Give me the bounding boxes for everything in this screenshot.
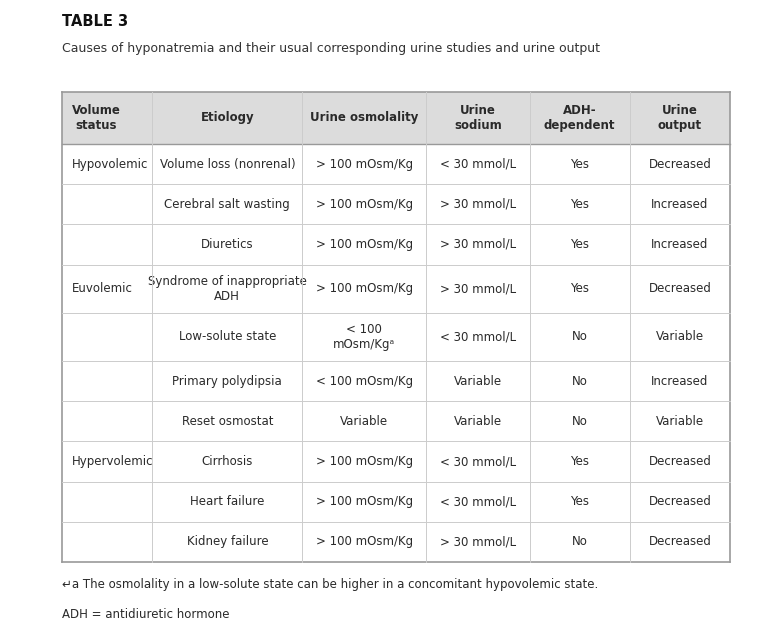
Text: > 30 mmol/L: > 30 mmol/L <box>440 198 516 211</box>
Text: Cerebral salt wasting: Cerebral salt wasting <box>165 198 290 211</box>
Text: Decreased: Decreased <box>648 455 711 468</box>
Text: < 100
mOsm/Kgᵃ: < 100 mOsm/Kgᵃ <box>333 323 395 351</box>
Bar <box>62 401 730 441</box>
Text: Variable: Variable <box>454 415 502 428</box>
Text: Yes: Yes <box>570 198 589 211</box>
Text: ADH = antidiuretic hormone: ADH = antidiuretic hormone <box>62 608 229 621</box>
Text: > 100 mOsm/Kg: > 100 mOsm/Kg <box>316 238 413 251</box>
Text: < 30 mmol/L: < 30 mmol/L <box>440 455 516 468</box>
Text: Etiology: Etiology <box>200 112 254 124</box>
Text: Causes of hyponatremia and their usual corresponding urine studies and urine out: Causes of hyponatremia and their usual c… <box>62 42 600 55</box>
Text: Urine
sodium: Urine sodium <box>454 104 502 132</box>
Text: > 100 mOsm/Kg: > 100 mOsm/Kg <box>316 198 413 211</box>
Text: > 100 mOsm/Kg: > 100 mOsm/Kg <box>316 282 413 295</box>
Text: Variable: Variable <box>340 415 388 428</box>
Text: < 30 mmol/L: < 30 mmol/L <box>440 330 516 343</box>
Text: > 100 mOsm/Kg: > 100 mOsm/Kg <box>316 158 413 170</box>
Text: Cirrhosis: Cirrhosis <box>202 455 253 468</box>
Text: Yes: Yes <box>570 282 589 295</box>
Text: Diuretics: Diuretics <box>201 238 254 251</box>
Text: > 30 mmol/L: > 30 mmol/L <box>440 535 516 549</box>
Text: Kidney failure: Kidney failure <box>186 535 268 549</box>
Text: > 100 mOsm/Kg: > 100 mOsm/Kg <box>316 535 413 549</box>
Bar <box>62 361 730 401</box>
Text: > 30 mmol/L: > 30 mmol/L <box>440 282 516 295</box>
Bar <box>62 144 730 184</box>
Text: Reset osmostat: Reset osmostat <box>182 415 273 428</box>
Text: TABLE 3: TABLE 3 <box>62 14 128 29</box>
Text: Yes: Yes <box>570 455 589 468</box>
Text: > 100 mOsm/Kg: > 100 mOsm/Kg <box>316 455 413 468</box>
Text: Hypervolemic: Hypervolemic <box>72 455 154 468</box>
Text: > 100 mOsm/Kg: > 100 mOsm/Kg <box>316 495 413 508</box>
Text: Increased: Increased <box>651 375 708 388</box>
Text: Urine
output: Urine output <box>658 104 702 132</box>
Text: No: No <box>572 375 587 388</box>
Bar <box>62 313 730 361</box>
Bar <box>62 265 730 313</box>
Text: ↵a The osmolality in a low-solute state can be higher in a concomitant hypovolem: ↵a The osmolality in a low-solute state … <box>62 578 598 591</box>
Bar <box>62 92 730 144</box>
Text: Increased: Increased <box>651 198 708 211</box>
Text: < 100 mOsm/Kg: < 100 mOsm/Kg <box>316 375 413 388</box>
Text: No: No <box>572 535 587 549</box>
Text: Volume loss (nonrenal): Volume loss (nonrenal) <box>160 158 295 170</box>
Text: ADH-
dependent: ADH- dependent <box>544 104 615 132</box>
Text: Decreased: Decreased <box>648 158 711 170</box>
Text: Heart failure: Heart failure <box>190 495 264 508</box>
Bar <box>62 184 730 225</box>
Text: No: No <box>572 415 587 428</box>
Text: Variable: Variable <box>656 330 704 343</box>
Text: Syndrome of inappropriate
ADH: Syndrome of inappropriate ADH <box>148 275 307 302</box>
Text: Decreased: Decreased <box>648 535 711 549</box>
Text: Yes: Yes <box>570 495 589 508</box>
Text: Yes: Yes <box>570 158 589 170</box>
Text: < 30 mmol/L: < 30 mmol/L <box>440 158 516 170</box>
Text: Variable: Variable <box>454 375 502 388</box>
Text: Yes: Yes <box>570 238 589 251</box>
Text: Variable: Variable <box>656 415 704 428</box>
Text: No: No <box>572 330 587 343</box>
Text: Increased: Increased <box>651 238 708 251</box>
Text: > 30 mmol/L: > 30 mmol/L <box>440 238 516 251</box>
Text: Hypovolemic: Hypovolemic <box>72 158 148 170</box>
Text: Low-solute state: Low-solute state <box>179 330 276 343</box>
Text: Decreased: Decreased <box>648 495 711 508</box>
Text: Volume
status: Volume status <box>72 104 121 132</box>
Text: Primary polydipsia: Primary polydipsia <box>172 375 282 388</box>
Text: Euvolemic: Euvolemic <box>72 282 133 295</box>
Bar <box>62 441 730 482</box>
Bar <box>62 225 730 265</box>
Text: Urine osmolality: Urine osmolality <box>310 112 418 124</box>
Bar <box>62 482 730 522</box>
Text: Decreased: Decreased <box>648 282 711 295</box>
Text: < 30 mmol/L: < 30 mmol/L <box>440 495 516 508</box>
Bar <box>62 522 730 562</box>
